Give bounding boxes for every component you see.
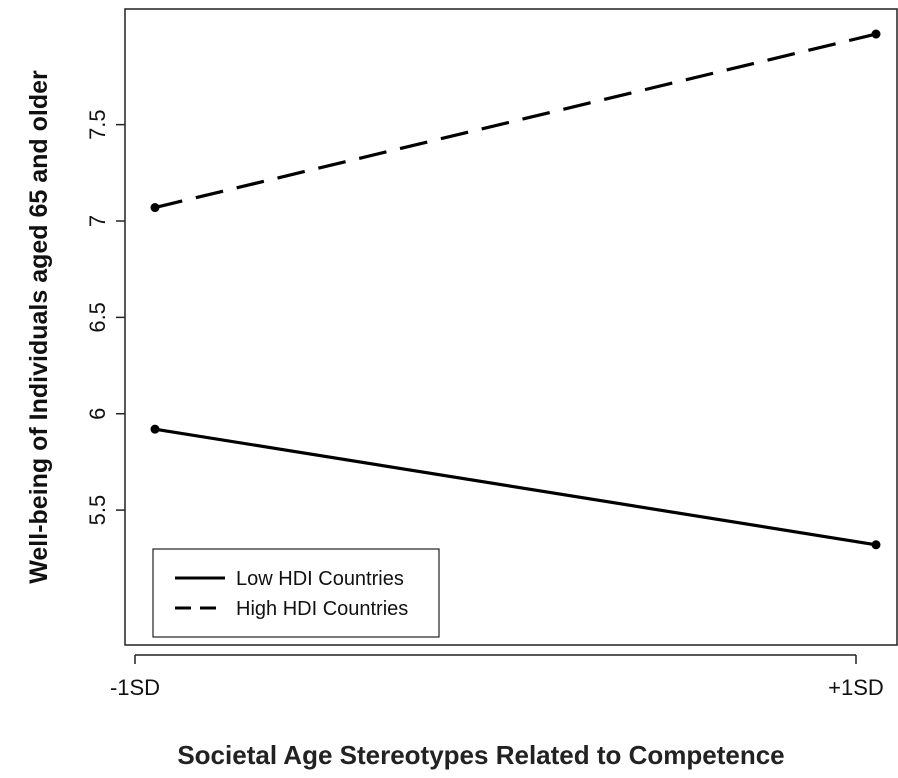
y-tick-label: 6.5 — [85, 302, 110, 333]
x-tick-label: -1SD — [110, 675, 160, 700]
y-tick-label: 7 — [85, 215, 110, 227]
y-axis: 5.5 6 6.5 7 7.5 — [85, 109, 125, 525]
plot-frame — [124, 8, 898, 646]
x-tick-label: +1SD — [828, 675, 884, 700]
data-point — [871, 29, 881, 39]
y-tick-label: 6 — [85, 408, 110, 420]
data-point — [871, 540, 881, 550]
series-line-high-hdi — [154, 32, 877, 210]
x-axis-label: Societal Age Stereotypes Related to Comp… — [177, 740, 784, 770]
series-line-low-hdi — [154, 427, 877, 547]
legend-label-low-hdi: Low HDI Countries — [236, 568, 404, 590]
data-point — [150, 424, 160, 434]
y-axis-label: Well-being of Individuals aged 65 and ol… — [25, 70, 53, 584]
legend-box — [152, 548, 440, 638]
legend-label-high-hdi: High HDI Countries — [236, 598, 408, 620]
data-point — [150, 203, 160, 213]
y-tick-label: 7.5 — [85, 109, 110, 140]
y-tick-label: 5.5 — [85, 495, 110, 526]
legend: Low HDI Countries High HDI Countries — [152, 548, 440, 638]
series-layer — [150, 29, 881, 550]
x-axis: -1SD +1SD — [110, 654, 884, 700]
